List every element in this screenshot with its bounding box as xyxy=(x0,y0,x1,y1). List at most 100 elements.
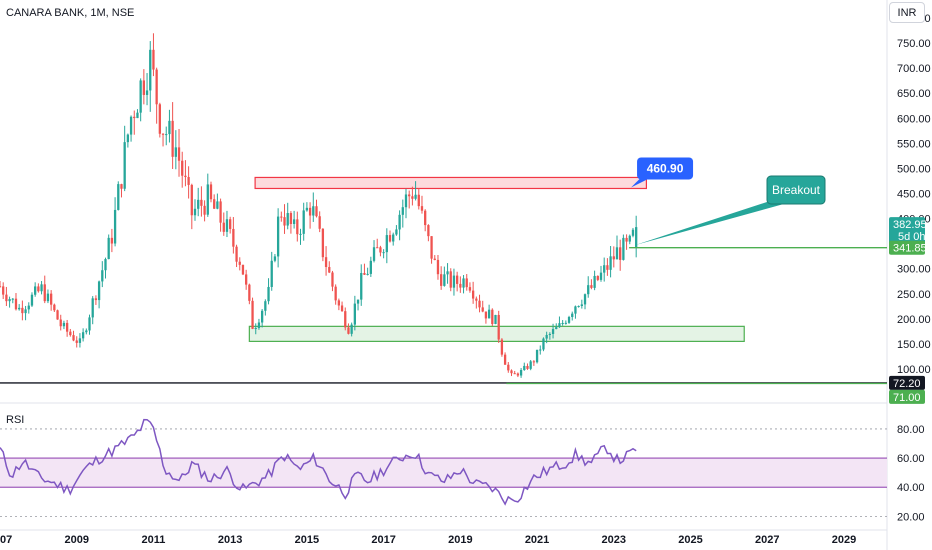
candle-body xyxy=(436,259,440,275)
breakout-callout-text: Breakout xyxy=(772,183,821,197)
candle-body xyxy=(523,365,526,371)
horizontal-lines xyxy=(0,247,887,385)
candle-body xyxy=(577,306,580,308)
candle-body xyxy=(113,209,117,244)
candle-body xyxy=(53,304,56,311)
time-tick-label: 2007 xyxy=(0,534,12,546)
candle-body xyxy=(347,327,350,334)
candle-body xyxy=(510,370,513,374)
candle-body xyxy=(40,284,43,292)
annotations-layer: 460.90 Breakout xyxy=(631,157,826,246)
time-tick-label: 2013 xyxy=(218,534,242,546)
candle-body xyxy=(481,307,484,312)
candle-body xyxy=(129,116,133,135)
candle-body xyxy=(292,219,296,224)
breakout-callout-pointer xyxy=(634,200,791,246)
candle-body xyxy=(494,314,497,325)
price-tick-label: 150.00 xyxy=(897,339,931,351)
current-price-badge: 382.95 xyxy=(893,219,927,231)
candle-body xyxy=(535,349,539,363)
candle-body xyxy=(462,278,465,288)
candle-body xyxy=(427,225,430,237)
candle-body xyxy=(251,300,254,329)
candle-body xyxy=(529,361,532,369)
candle-body xyxy=(455,275,459,284)
candle-body xyxy=(609,256,612,270)
rsi-tick-label: 60.00 xyxy=(897,453,925,465)
candle-body xyxy=(235,246,238,262)
candle-body xyxy=(200,199,203,206)
candle-body xyxy=(142,80,146,95)
candle-body xyxy=(350,324,353,334)
candle-body xyxy=(318,216,321,229)
candle-body xyxy=(24,309,27,314)
candle-body xyxy=(120,184,123,189)
candle-body xyxy=(49,293,53,305)
candle-body xyxy=(62,322,66,327)
candle-body xyxy=(91,298,94,318)
candle-body xyxy=(209,184,213,200)
currency-button[interactable]: INR xyxy=(889,2,925,23)
candle-body xyxy=(491,309,494,325)
candle-body xyxy=(152,49,155,70)
candle-body xyxy=(302,210,305,234)
candle-body xyxy=(174,147,177,157)
price-tick-label: 300.00 xyxy=(897,264,931,276)
candle-body xyxy=(283,217,286,226)
candle-body xyxy=(254,328,257,330)
candle-body xyxy=(107,237,110,260)
time-tick-label: 2021 xyxy=(525,534,549,546)
candle-body xyxy=(606,265,609,270)
candle-body xyxy=(449,271,452,288)
candle-body xyxy=(558,323,561,328)
axes-layer: 100.00150.00200.00250.00300.00400.00450.… xyxy=(0,13,931,546)
candle-body xyxy=(612,256,615,260)
countdown-badge: 5d 0h xyxy=(898,231,926,243)
candle-body xyxy=(206,184,209,215)
candle-body xyxy=(580,304,583,307)
time-tick-label: 2015 xyxy=(295,534,319,546)
candle-body xyxy=(503,354,507,365)
candle-body xyxy=(382,252,385,254)
candle-body xyxy=(110,237,114,244)
candle-body xyxy=(296,219,299,235)
candle-body xyxy=(599,272,603,280)
candle-body xyxy=(360,273,363,300)
candle-body xyxy=(487,309,491,319)
rsi-tick-label: 40.00 xyxy=(897,482,925,494)
current-price-badge-bg xyxy=(889,217,925,245)
candle-body xyxy=(635,227,638,248)
time-tick-label: 2027 xyxy=(755,534,779,546)
price-tick-label: 550.00 xyxy=(897,138,931,150)
candle-body xyxy=(587,285,590,295)
black-line-badge: 72.20 xyxy=(893,378,921,390)
candle-body xyxy=(187,177,190,185)
candle-body xyxy=(34,286,37,295)
zones-layer xyxy=(248,176,745,342)
candle-body xyxy=(158,104,161,134)
time-tick-label: 2019 xyxy=(448,534,472,546)
candle-body xyxy=(193,208,197,216)
candle-body xyxy=(177,147,181,161)
candle-body xyxy=(75,340,78,343)
candle-body xyxy=(408,194,411,197)
candle-body xyxy=(446,271,449,275)
candle-body xyxy=(344,311,347,328)
candle-body xyxy=(321,228,325,258)
candle-body xyxy=(571,313,574,318)
candle-body xyxy=(229,219,232,229)
candle-body xyxy=(190,184,193,216)
price-tick-label: 200.00 xyxy=(897,314,931,326)
candle-body xyxy=(69,331,72,336)
candle-body xyxy=(248,284,251,301)
candle-body xyxy=(625,237,628,242)
candle-body xyxy=(126,134,130,143)
candle-body xyxy=(366,273,369,275)
candle-body xyxy=(289,213,293,224)
candle-body xyxy=(101,270,104,282)
support-zone xyxy=(248,325,745,342)
candle-body xyxy=(145,90,149,95)
candle-body xyxy=(590,285,593,288)
candle-body xyxy=(398,214,401,230)
